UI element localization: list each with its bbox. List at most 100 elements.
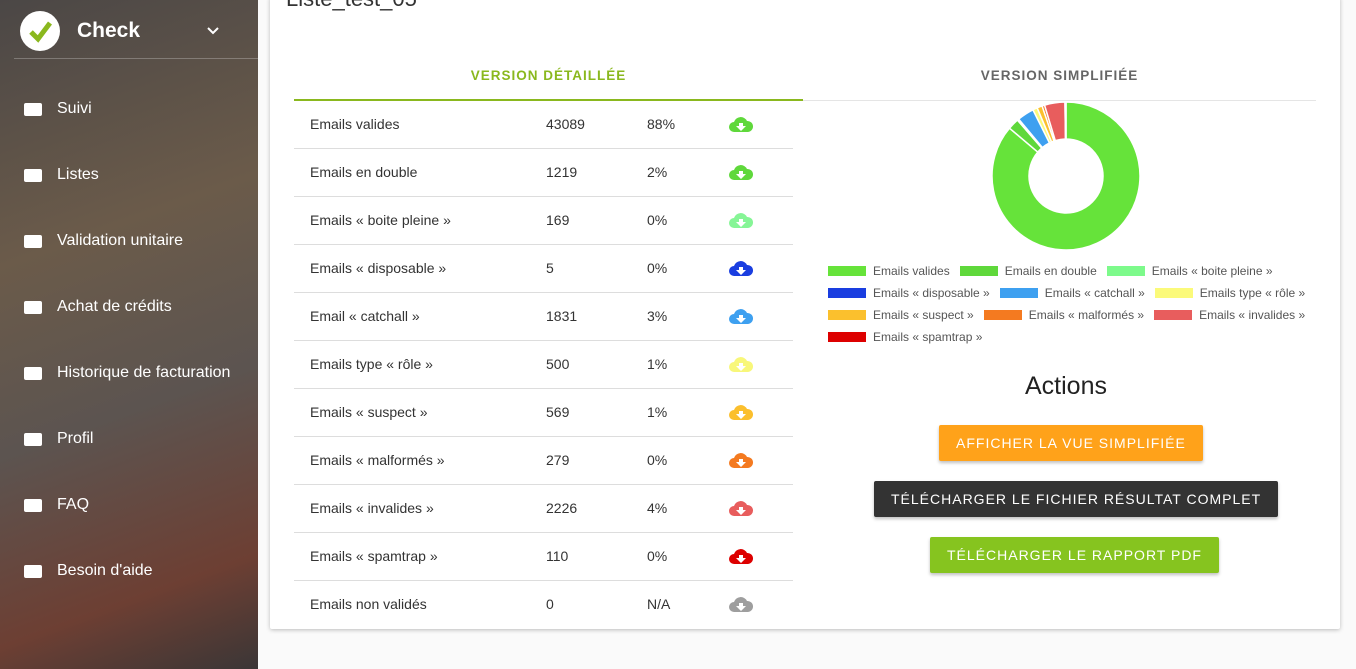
menu-icon [24, 433, 42, 446]
page-title: Liste_test_05 [286, 0, 417, 12]
menu-icon [24, 301, 42, 314]
icon-shape [24, 433, 42, 446]
arrow [736, 411, 746, 419]
legend-swatch [828, 288, 866, 298]
button[interactable]: TÉLÉCHARGER LE RAPPORT PDF [930, 537, 1219, 573]
row-label: Emails type « rôle » [310, 356, 433, 372]
icon-shape [24, 103, 42, 116]
table-row: Emails « malformés » 279 0% [294, 436, 793, 485]
menu-label: FAQ [57, 496, 90, 513]
row-percent: 0% [647, 548, 668, 564]
download-icon[interactable] [728, 451, 754, 471]
legend-label: Emails « catchall » [1044, 286, 1145, 300]
row-label: Email « catchall » [310, 308, 420, 324]
doughnut-chart [991, 101, 1141, 251]
download-icon[interactable] [728, 163, 754, 183]
menu-label: Validation unitaire [57, 232, 184, 249]
legend-entry[interactable]: Emails valides [828, 260, 950, 282]
download-icon[interactable] [728, 115, 754, 135]
legend-label: Emails « suspect » [873, 308, 974, 322]
menu-item[interactable]: Validation unitaire [22, 232, 183, 250]
legend-swatch [1106, 266, 1145, 276]
legend-label: Emails « malformés » [1028, 308, 1145, 322]
legend-swatch [1154, 310, 1193, 320]
download-icon[interactable] [728, 355, 754, 375]
row-label: Emails en double [310, 164, 418, 180]
table-row: Emails « suspect » 569 1% [294, 388, 793, 437]
menu-item[interactable]: FAQ [22, 496, 89, 514]
table-row: Emails valides 43089 88% [294, 100, 793, 149]
row-count: 169 [546, 212, 570, 228]
menu-item[interactable]: Historique de facturation [22, 364, 230, 382]
legend-entry[interactable]: Emails « suspect » [828, 304, 974, 326]
row-count: 500 [546, 356, 570, 372]
row-label: Emails « invalides » [310, 500, 434, 516]
legend-swatch [828, 332, 866, 342]
brand[interactable]: Check [20, 11, 220, 51]
download-icon[interactable] [728, 403, 754, 423]
legend-entry[interactable]: Emails « spamtrap » [828, 326, 982, 348]
legend-swatch [828, 266, 866, 276]
menu-label: Listes [57, 166, 99, 183]
logo [20, 11, 60, 51]
arrow [736, 219, 746, 227]
legend-label: Emails type « rôle » [1199, 286, 1306, 300]
table-row: Emails « boite pleine » 169 0% [294, 196, 793, 245]
sidebar: Check Suivi Listes Validation unitaire Acha… [0, 0, 258, 669]
row-percent: 88% [647, 116, 676, 132]
menu-icon [24, 565, 42, 578]
download-icon[interactable] [728, 307, 754, 327]
download-icon[interactable] [728, 595, 754, 615]
menu-icon [24, 235, 42, 248]
legend-swatch [959, 266, 998, 276]
menu-icon [24, 367, 42, 380]
legend-entry[interactable]: Emails en double [959, 260, 1097, 282]
row-label: Emails « spamtrap » [310, 548, 438, 564]
menu-item[interactable]: Suivi [22, 100, 92, 118]
legend-entry[interactable]: Emails type « rôle » [1154, 282, 1306, 304]
menu-item[interactable]: Profil [22, 430, 93, 448]
actions-title: Actions [1025, 372, 1107, 400]
download-icon[interactable] [728, 499, 754, 519]
doughnut-slice [1064, 101, 1067, 140]
menu-item[interactable]: Besoin d'aide [22, 562, 153, 580]
download-icon[interactable] [728, 211, 754, 231]
icon-shape [24, 499, 42, 512]
menu-item[interactable]: Achat de crédits [22, 298, 172, 316]
row-count: 43089 [546, 116, 585, 132]
row-count: 5 [546, 260, 554, 276]
row-label: Emails « suspect » [310, 404, 428, 420]
dropdown-icon[interactable] [206, 26, 220, 36]
arrow [736, 507, 746, 515]
button[interactable]: AFFICHER LA VUE SIMPLIFIÉE [939, 425, 1203, 461]
legend-entry[interactable]: Emails « invalides » [1154, 304, 1305, 326]
arrow [736, 171, 746, 179]
brand-name: Check [77, 19, 141, 42]
menu-item[interactable]: Listes [22, 166, 99, 184]
arrow [736, 267, 746, 275]
row-percent: N/A [647, 596, 671, 612]
download-icon[interactable] [728, 259, 754, 279]
legend-entry[interactable]: Emails « boite pleine » [1106, 260, 1273, 282]
menu-label: Profil [57, 430, 94, 447]
button[interactable]: TÉLÉCHARGER LE FICHIER RÉSULTAT COMPLET [874, 481, 1279, 517]
menu-icon [24, 499, 42, 512]
tab-simplified[interactable]: VERSION SIMPLIFIÉE [980, 68, 1139, 83]
legend-swatch [999, 288, 1038, 298]
legend-entry[interactable]: Emails « catchall » [999, 282, 1145, 304]
legend-entry[interactable]: Emails « disposable » [828, 282, 990, 304]
menu-icon [24, 169, 42, 182]
legend-entry[interactable]: Emails « malformés » [983, 304, 1145, 326]
menu-icon [24, 103, 42, 116]
table-row: Emails « disposable » 5 0% [294, 244, 793, 293]
row-label: Emails non validés [310, 596, 427, 612]
legend-label: Emails valides [873, 264, 950, 278]
icon-shape [24, 367, 42, 380]
table-row: Emails « spamtrap » 110 0% [294, 532, 793, 581]
tab-detailed[interactable]: VERSION DÉTAILLÉE [470, 68, 627, 83]
download-icon[interactable] [728, 547, 754, 567]
table-row: Emails « invalides » 2226 4% [294, 484, 793, 533]
row-percent: 0% [647, 452, 668, 468]
row-count: 569 [546, 404, 570, 420]
table-row: Emails type « rôle » 500 1% [294, 340, 793, 389]
